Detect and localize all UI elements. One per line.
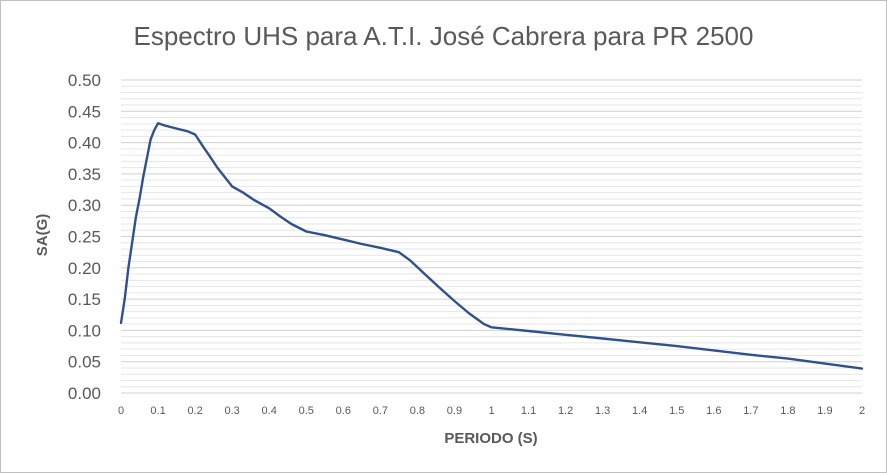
x-tick-label: 1.3 (595, 405, 610, 417)
y-tick-label: 0.40 (68, 134, 101, 153)
y-tick-label: 0.20 (68, 259, 101, 278)
x-tick-label: 0.1 (150, 405, 165, 417)
chart-title: Espectro UHS para A.T.I. José Cabrera pa… (133, 21, 754, 51)
x-tick-label: 0.2 (187, 405, 202, 417)
x-tick-label: 0.8 (410, 405, 425, 417)
y-axis-title: SA(G) (34, 214, 51, 257)
x-tick-label: 0.5 (299, 405, 314, 417)
x-tick-label: 1.1 (521, 405, 536, 417)
y-tick-label: 0.25 (68, 228, 101, 247)
x-axis-title: PERIODO (S) (444, 430, 537, 447)
x-tick-label: 1.9 (817, 405, 832, 417)
series-line (119, 121, 864, 370)
x-tick-label: 1.2 (558, 405, 573, 417)
x-tick-label: 1.7 (743, 405, 758, 417)
y-tick-label: 0.00 (68, 384, 101, 403)
x-tick-label: 0.4 (262, 405, 277, 417)
y-tick-label: 0.05 (68, 353, 101, 372)
x-tick-label: 0.7 (373, 405, 388, 417)
x-tick-label: 1 (488, 405, 494, 417)
y-axis-ticks: 0.50 0.45 0.40 0.35 0.30 0.25 0.20 0.15 0.10 0.05… (68, 71, 101, 403)
x-tick-label: 0.3 (225, 405, 240, 417)
x-tick-label: 1.4 (632, 405, 647, 417)
x-tick-label: 0.6 (336, 405, 351, 417)
x-axis-ticks: 0 0.1 0.2 0.3 0.4 0.5 0.6 0.7 0.8 0.9 1 1.1 1.2 1.3 1.… (118, 405, 865, 417)
y-tick-label: 0.15 (68, 290, 101, 309)
x-tick-label: 1.8 (780, 405, 795, 417)
x-tick-label: 1.5 (669, 405, 684, 417)
x-tick-label: 2 (859, 405, 865, 417)
y-tick-label: 0.10 (68, 321, 101, 340)
y-tick-label: 0.45 (68, 102, 101, 121)
y-tick-label: 0.50 (68, 71, 101, 90)
gridlines (121, 79, 862, 394)
x-tick-label: 0 (118, 405, 124, 417)
x-tick-label: 1.6 (706, 405, 721, 417)
y-tick-label: 0.35 (68, 165, 101, 184)
series-group (119, 121, 864, 370)
y-tick-label: 0.30 (68, 196, 101, 215)
x-tick-label: 0.9 (447, 405, 462, 417)
